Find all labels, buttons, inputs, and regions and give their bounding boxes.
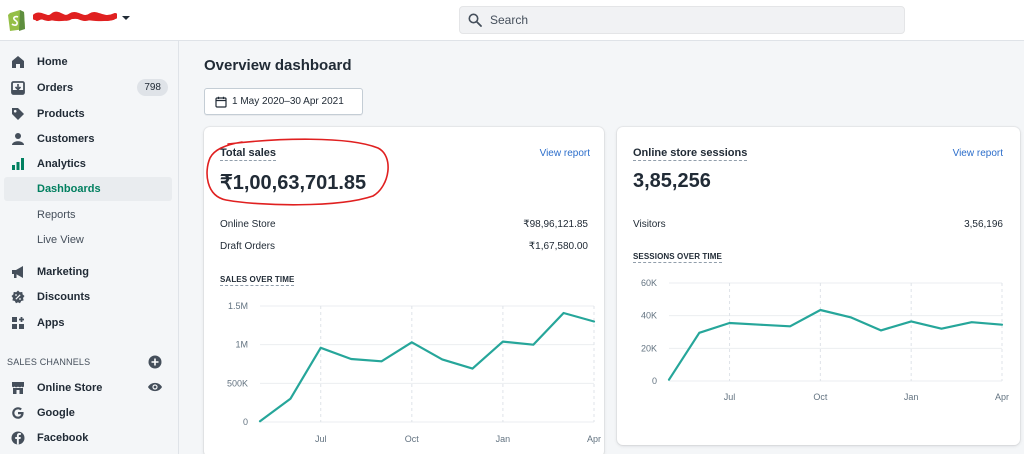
red-circle-annotation (206, 138, 389, 206)
y-tick-label: 40K (641, 311, 657, 321)
y-tick-label: 1.5M (228, 301, 248, 311)
sidebar-item-analytics[interactable]: Analytics (4, 152, 172, 176)
sidebar-item-label: Analytics (37, 158, 86, 170)
y-tick-label: 60K (641, 278, 657, 288)
top-bar (0, 0, 1024, 41)
x-tick-label: Oct (813, 392, 828, 402)
sidebar-item-label: Facebook (37, 432, 89, 444)
orders-icon (10, 80, 26, 96)
date-range-label: 1 May 2020–30 Apr 2021 (232, 96, 344, 107)
tag-icon (10, 106, 26, 122)
sidebar-item-home[interactable]: Home (4, 50, 172, 74)
sidebar-item-label: Marketing (37, 266, 89, 278)
y-tick-label: 0 (652, 376, 657, 386)
sidebar-item-orders[interactable]: Orders 798 (4, 76, 172, 100)
sidebar-item-label: Dashboards (37, 183, 101, 195)
sidebar-item-marketing[interactable]: Marketing (4, 260, 172, 284)
view-report-link[interactable]: View report (539, 148, 590, 159)
sales-over-time-chart: 0 500K 1M 1.5M Jul Oct Jan Apr (227, 301, 601, 444)
bar-chart-icon (10, 156, 26, 172)
x-tick-label: Apr (587, 434, 601, 444)
store-icon (10, 380, 26, 396)
sidebar-item-apps[interactable]: Apps (4, 311, 172, 335)
total-sales-card: Total sales View report ₹1,00,63,701.85 … (204, 127, 604, 454)
sessions-over-time-chart: 0 20K 40K 60K Jul Oct Jan Apr (641, 278, 1009, 402)
sidebar-item-label: Customers (37, 133, 95, 145)
sessions-value: 3,85,256 (633, 170, 711, 192)
google-icon (10, 405, 26, 421)
sidebar-item-discounts[interactable]: Discounts (4, 285, 172, 309)
add-sales-channel-icon[interactable] (148, 355, 162, 369)
breakdown-value-online-store: ₹98,96,121.85 (523, 219, 588, 230)
sales-chart-title: SALES OVER TIME (220, 275, 295, 286)
sidebar-item-live-view[interactable]: Live View (4, 228, 172, 252)
sidebar-item-label: Orders (37, 82, 74, 94)
sidebar-channel-google[interactable]: Google (4, 401, 172, 425)
sidebar-channel-online-store[interactable]: Online Store (4, 376, 172, 400)
home-icon (10, 54, 26, 70)
y-tick-label: 1M (235, 340, 248, 350)
y-tick-label: 500K (227, 378, 248, 388)
sidebar-item-label: Apps (37, 317, 65, 329)
online-store-sessions-card: Online store sessions View report 3,85,2… (617, 127, 1020, 445)
apps-icon (10, 315, 26, 331)
sidebar-item-label: Live View (37, 234, 84, 246)
calendar-icon (215, 96, 227, 108)
shopify-logo-icon[interactable] (7, 8, 27, 32)
date-range-button[interactable]: 1 May 2020–30 Apr 2021 (204, 88, 363, 115)
sidebar-item-dashboards[interactable]: Dashboards (4, 177, 172, 201)
series-line (667, 308, 1004, 381)
sidebar-item-customers[interactable]: Customers (4, 127, 172, 151)
sidebar-item-label: Products (37, 108, 85, 120)
breakdown-value-visitors: 3,56,196 (964, 219, 1003, 230)
sidebar-item-label: Discounts (37, 291, 91, 303)
orders-count-badge: 798 (137, 79, 168, 96)
breakdown-label-visitors: Visitors (633, 219, 666, 230)
sidebar-item-label: Google (37, 407, 75, 419)
person-icon (10, 131, 26, 147)
x-tick-label: Jan (904, 392, 919, 402)
store-name-redacted[interactable] (33, 10, 117, 24)
sales-channels-heading: SALES CHANNELS (7, 357, 91, 367)
x-tick-label: Oct (405, 434, 420, 444)
page-title: Overview dashboard (204, 57, 352, 74)
x-tick-label: Apr (995, 392, 1009, 402)
sessions-title[interactable]: Online store sessions (633, 147, 748, 161)
chevron-down-icon[interactable] (121, 14, 131, 22)
sidebar: Home Orders 798 Products Customers Analy… (0, 41, 179, 454)
y-tick-label: 20K (641, 343, 657, 353)
facebook-icon (10, 430, 26, 446)
search-icon (468, 13, 482, 27)
breakdown-label-online-store: Online Store (220, 219, 276, 230)
total-sales-title[interactable]: Total sales (220, 147, 277, 161)
breakdown-label-draft-orders: Draft Orders (220, 241, 276, 252)
sidebar-item-label: Reports (37, 209, 76, 221)
view-report-link[interactable]: View report (952, 148, 1003, 159)
sessions-chart-title: SESSIONS OVER TIME (633, 252, 722, 263)
eye-icon[interactable] (147, 381, 163, 393)
breakdown-value-draft-orders: ₹1,67,580.00 (528, 241, 588, 252)
megaphone-icon (10, 264, 26, 280)
discount-icon (10, 289, 26, 305)
sidebar-item-products[interactable]: Products (4, 102, 172, 126)
total-sales-value: ₹1,00,63,701.85 (220, 172, 367, 194)
y-tick-label: 0 (243, 417, 248, 427)
sidebar-item-label: Home (37, 56, 68, 68)
search-bar[interactable] (459, 6, 905, 34)
sidebar-channel-facebook[interactable]: Facebook (4, 426, 172, 450)
search-input[interactable] (490, 13, 890, 27)
x-tick-label: Jul (724, 392, 736, 402)
x-tick-label: Jul (315, 434, 327, 444)
x-tick-label: Jan (496, 434, 511, 444)
sidebar-item-label: Online Store (37, 382, 103, 394)
series-line (258, 311, 596, 423)
sidebar-item-reports[interactable]: Reports (4, 203, 172, 227)
